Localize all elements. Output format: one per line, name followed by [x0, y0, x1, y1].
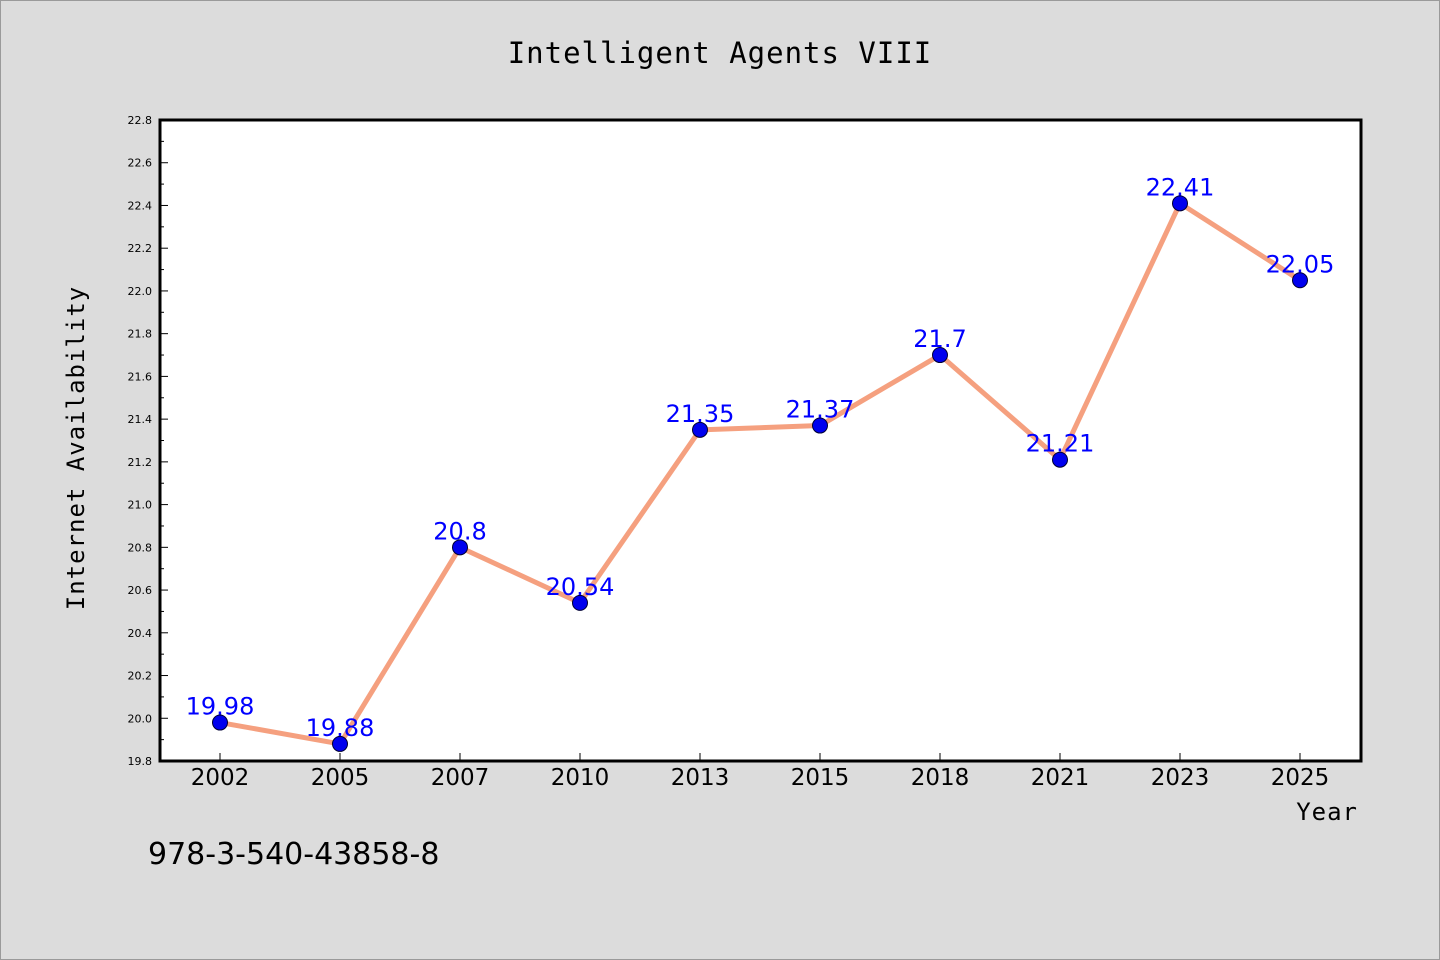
- x-tick-label: 2023: [1151, 765, 1210, 791]
- data-label: 21.21: [1026, 430, 1095, 458]
- data-label: 21.35: [666, 400, 735, 428]
- y-tick-label: 21.0: [128, 499, 153, 512]
- y-tick-label: 21.6: [128, 370, 153, 383]
- x-tick-label: 2010: [551, 765, 610, 791]
- x-tick-label: 2025: [1271, 765, 1330, 791]
- data-point: [572, 594, 588, 611]
- y-tick-label: 19.8: [128, 755, 153, 768]
- data-label: 22.05: [1266, 250, 1335, 278]
- y-tick-label: 22.2: [128, 242, 153, 255]
- y-tick-label: 21.4: [128, 413, 153, 426]
- x-tick-label: 2021: [1031, 765, 1090, 791]
- series-line: [219, 200, 1302, 747]
- data-label: 21.7: [913, 325, 966, 353]
- y-tick-label: 20.6: [128, 584, 153, 597]
- data-labels-layer: 19.98 19.88 20.8 20.54 21.35 21.37 21.7 21.21 22…: [186, 173, 1335, 742]
- y-tick-label: 22.8: [128, 114, 153, 127]
- x-tick-label: 2002: [191, 765, 250, 791]
- x-axis-ticks: 2002 2005 2007 2010 2013 2015 2018 2021 2023 2025: [191, 753, 1330, 791]
- x-tick-label: 2007: [431, 765, 490, 791]
- data-label: 20.54: [546, 573, 615, 601]
- y-tick-label: 20.8: [128, 541, 153, 554]
- x-tick-label: 2018: [911, 765, 970, 791]
- x-tick-label: 2013: [671, 765, 730, 791]
- x-axis-label: Year: [1296, 798, 1358, 826]
- y-tick-label: 20.0: [128, 712, 153, 725]
- y-tick-label: 20.4: [128, 627, 153, 640]
- data-label: 19.88: [306, 714, 375, 742]
- footer-isbn: 978-3-540-43858-8: [148, 837, 439, 872]
- data-point: [692, 421, 708, 438]
- data-point: [812, 417, 828, 434]
- y-axis-ticks: 19.8 20.0 20.2 20.4 20.6 20.8 21.0 21.2 21.4 21.6…: [128, 114, 168, 768]
- data-point: [452, 539, 468, 556]
- y-tick-label: 22.6: [128, 157, 153, 170]
- data-point: [1292, 272, 1308, 289]
- data-point: [1172, 195, 1188, 212]
- data-point: [212, 714, 228, 731]
- y-tick-label: 21.8: [128, 328, 153, 341]
- plot-area: [158, 118, 1363, 763]
- series-layer: [212, 195, 1308, 752]
- y-tick-label: 21.2: [128, 456, 153, 469]
- data-label: 21.37: [786, 396, 855, 424]
- data-label: 20.8: [433, 517, 486, 545]
- data-point: [332, 735, 348, 752]
- data-point: [1052, 451, 1068, 468]
- y-tick-label: 22.4: [128, 199, 153, 212]
- y-tick-label: 22.0: [128, 285, 153, 298]
- data-point: [932, 347, 948, 364]
- data-label: 22.41: [1146, 173, 1215, 201]
- y-axis-label: Internet Availability: [62, 286, 90, 610]
- y-tick-label: 20.2: [128, 670, 153, 683]
- x-tick-label: 2015: [791, 765, 850, 791]
- data-label: 19.98: [186, 693, 255, 721]
- chart-title: Intelligent Agents VIII: [508, 36, 933, 70]
- x-tick-label: 2005: [311, 765, 370, 791]
